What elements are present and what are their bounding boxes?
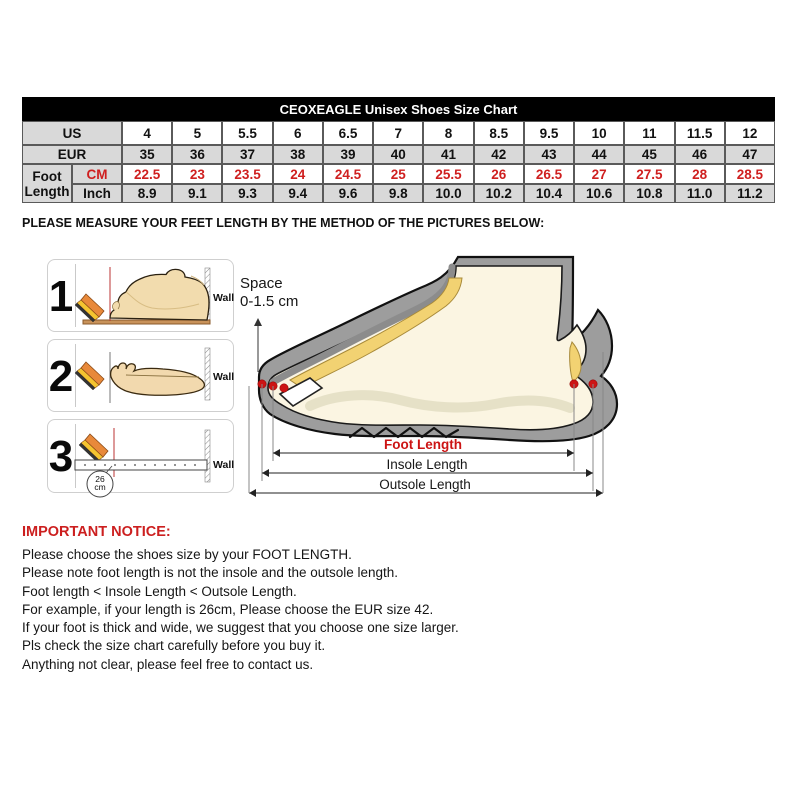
svg-text:Foot Length: Foot Length: [384, 437, 462, 452]
svg-text:Outsole Length: Outsole Length: [379, 477, 471, 492]
svg-text:Space: Space: [240, 275, 283, 292]
svg-text:0-1.5 cm: 0-1.5 cm: [240, 293, 298, 310]
svg-text:Wall: Wall: [213, 371, 234, 383]
svg-text:cm: cm: [94, 482, 105, 492]
svg-text:Wall: Wall: [213, 292, 234, 304]
svg-text:Wall: Wall: [213, 459, 234, 471]
svg-text:Insole Length: Insole Length: [386, 457, 467, 472]
